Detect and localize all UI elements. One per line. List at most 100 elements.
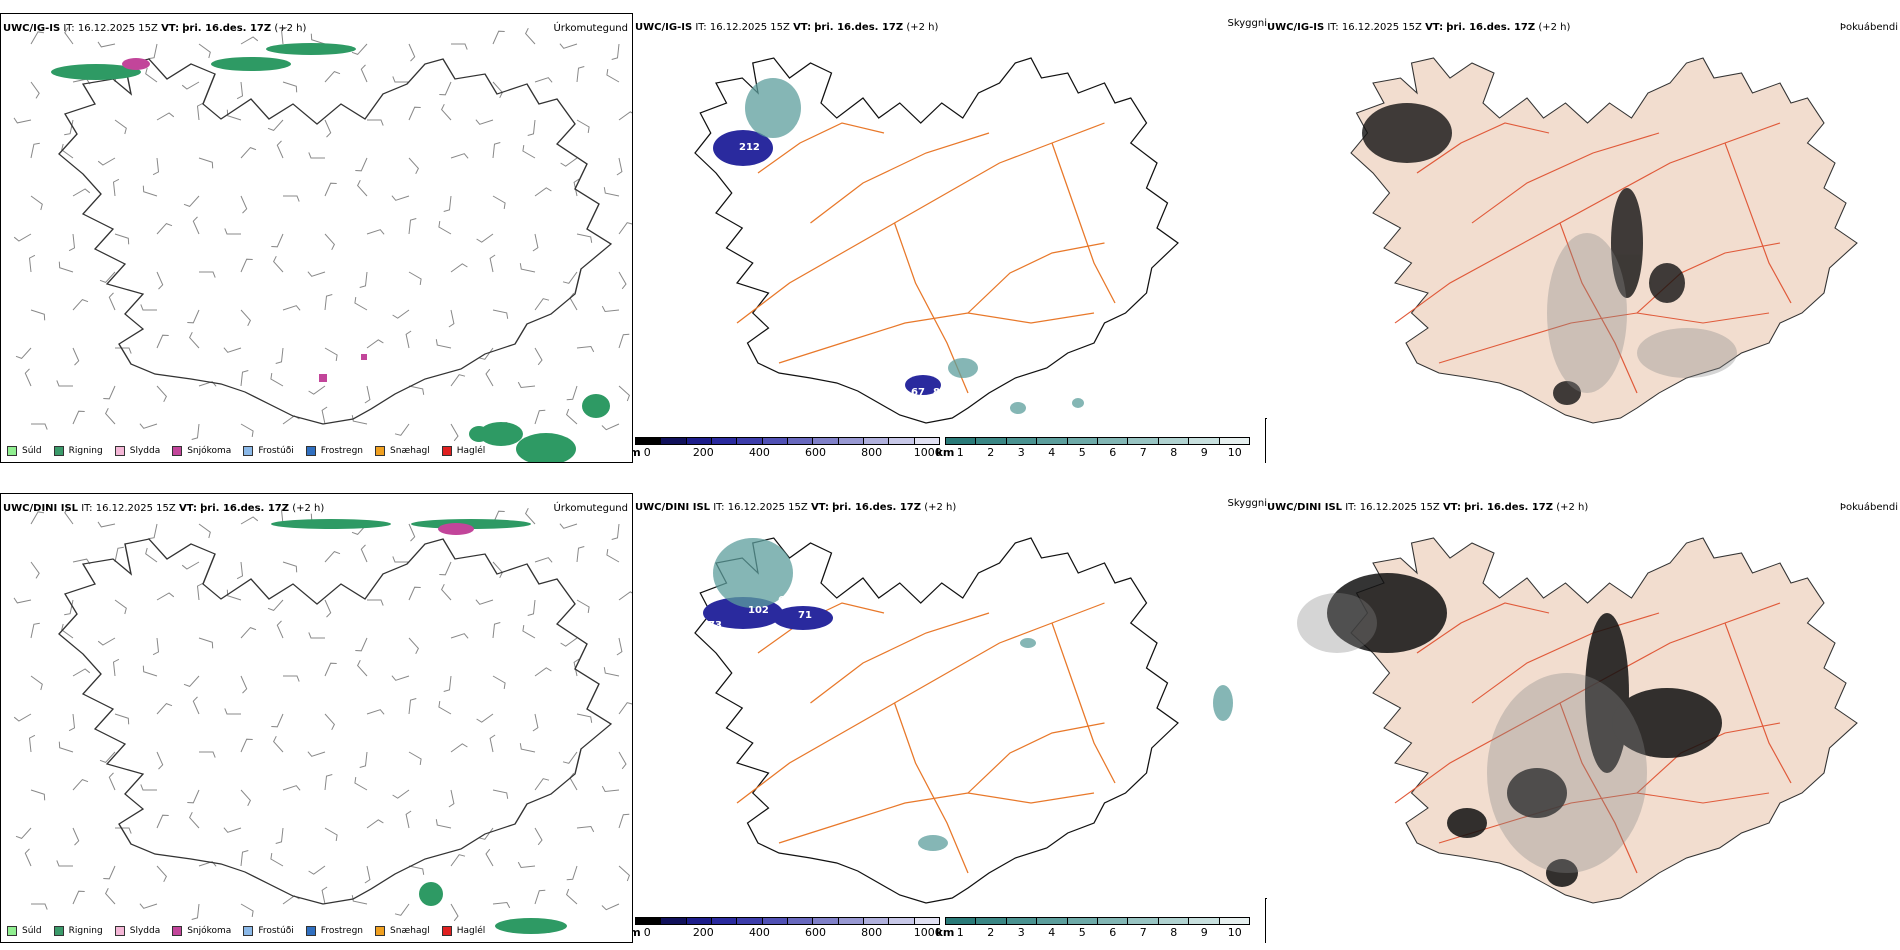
scale-unit: m: [633, 926, 641, 939]
wind-barb: [476, 713, 494, 723]
precip-type-panel-bottom: UWC/DINI ISL IT: 16.12.2025 15Z VT: þri.…: [0, 493, 633, 943]
wind-barb: [267, 599, 284, 611]
wind-barb: [240, 789, 251, 807]
wind-barb: [492, 901, 511, 909]
wind-barb: [240, 516, 259, 525]
wind-barb: [115, 347, 132, 354]
road: [1559, 222, 1638, 394]
wind-barb: [142, 665, 158, 677]
scale-swatch: [711, 918, 738, 924]
scale-tick: 4: [1048, 446, 1056, 459]
road: [1051, 622, 1116, 784]
wind-barb: [576, 713, 593, 723]
wind-barb: [559, 43, 578, 49]
wind-barb: [99, 751, 116, 763]
road: [1559, 702, 1638, 874]
wind-barb: [573, 178, 580, 197]
scale-swatch: [1067, 918, 1099, 924]
wind-barb: [240, 738, 253, 753]
wind-barb: [392, 76, 409, 83]
wind-barb: [191, 423, 200, 440]
scale-swatch: [1098, 438, 1129, 444]
wind-barb: [405, 330, 412, 349]
fog-haze: [1297, 593, 1647, 873]
scale-swatch: [838, 918, 864, 924]
wind-barb: [240, 423, 254, 437]
wind-barb: [492, 309, 509, 319]
wind-barb: [112, 178, 120, 197]
scale-swatch: [863, 438, 890, 444]
wind-barb: [450, 633, 469, 639]
fog-panel-bottom: UWC/DINI ISL IT: 16.12.2025 15Z VT: þri.…: [1267, 493, 1900, 943]
wind-barb: [357, 179, 368, 197]
legend-item: Frostregn: [305, 446, 364, 456]
wind-barb: [364, 865, 371, 884]
scale-unit: m: [633, 446, 641, 459]
wind-barb: [366, 339, 384, 349]
ceiling-areas: [713, 130, 941, 395]
wind-barb: [280, 26, 288, 45]
wind-barb: [105, 407, 116, 425]
wind-barb: [114, 233, 130, 245]
wind-barb: [573, 658, 580, 677]
fog-areas: [1327, 573, 1722, 887]
wind-barb: [489, 734, 496, 753]
wind-barb: [156, 385, 167, 403]
road: [1438, 792, 1770, 844]
legend-label: Frostúði: [258, 926, 294, 936]
wind-barb: [226, 589, 242, 601]
wind-barb: [114, 119, 127, 135]
legend-item: Snæhagl: [375, 446, 430, 456]
wind-barb: [576, 345, 595, 353]
scale-swatch: [1128, 438, 1159, 444]
legend-label: Frostregn: [320, 446, 364, 456]
legend-item: Frostregn: [305, 926, 363, 936]
wind-barb: [115, 827, 132, 834]
scale-tick: 800: [861, 446, 883, 459]
wind-barb: [198, 637, 214, 649]
scale-tick: 400: [748, 446, 770, 459]
wind-barb: [275, 827, 284, 844]
wind-barb: [394, 903, 410, 916]
model-name: UWC/IG-IS: [3, 23, 61, 34]
wind-barb: [236, 81, 244, 100]
wind-barb: [240, 627, 257, 639]
wind-barb: [156, 751, 164, 770]
iceland-outline: [58, 58, 613, 425]
wind-barb: [30, 309, 46, 321]
fog-haze: [1547, 233, 1737, 393]
scale-swatch: [737, 918, 763, 924]
scale-swatch: [813, 438, 839, 444]
scale-tick: 2: [987, 926, 995, 939]
legend-label: Snjókoma: [187, 926, 232, 936]
legend-label: Slydda: [129, 926, 161, 936]
wind-barb: [534, 827, 543, 846]
wind-barb: [519, 263, 536, 273]
wind-barb: [324, 713, 335, 731]
panel-title: Úrkomutegund: [553, 503, 628, 514]
wind-barb: [392, 309, 410, 319]
road: [967, 722, 1105, 794]
wind-barb: [354, 297, 368, 311]
road: [1724, 622, 1792, 784]
wind-barb: [61, 143, 74, 159]
wind-barb: [525, 507, 536, 525]
wind-barb: [321, 406, 328, 425]
wind-barb: [324, 71, 341, 83]
scale-tick: 7: [1139, 926, 1147, 939]
wind-barb: [439, 81, 452, 96]
scale-tick: 3: [1017, 926, 1025, 939]
wind-barb: [283, 195, 300, 202]
legend-swatch: [305, 926, 316, 936]
wind-barb: [489, 254, 496, 273]
road-network: [736, 602, 1116, 874]
wind-barb: [72, 779, 89, 791]
wind-barb: [139, 903, 158, 909]
scale-swatch: [1158, 918, 1190, 924]
wind-barb: [408, 523, 416, 542]
scale-bar: [635, 917, 940, 925]
wind-barb: [152, 157, 160, 176]
wind-barb: [282, 305, 301, 311]
visibility-map-bottom: 73 102 60 71 86 150: [694, 537, 1233, 904]
wind-barb: [450, 743, 468, 753]
